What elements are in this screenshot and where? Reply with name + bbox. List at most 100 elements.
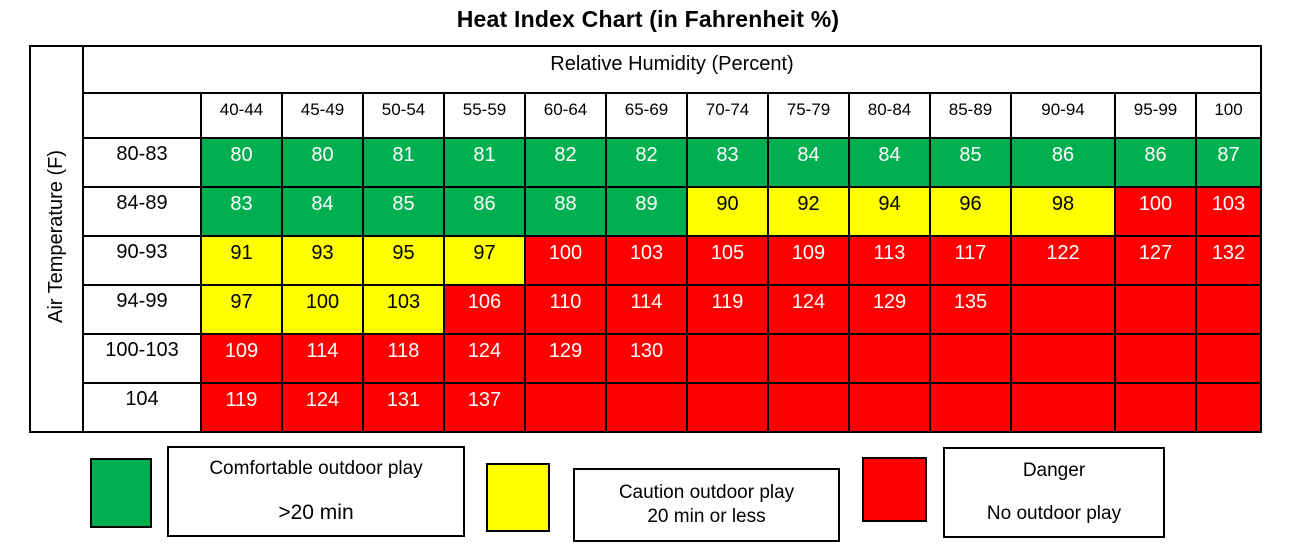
heat-index-cell: 83	[200, 186, 283, 237]
humidity-column-header: 90-94	[1010, 92, 1116, 139]
heat-index-cell: 91	[200, 235, 283, 286]
heat-index-cell	[605, 382, 688, 433]
heat-index-cell: 127	[1114, 235, 1197, 286]
legend-text: Danger	[1022, 459, 1086, 481]
chart-title: Heat Index Chart (in Fahrenheit %)	[456, 6, 840, 32]
legend-label-danger: Danger No outdoor play	[943, 447, 1165, 538]
heat-index-cell	[848, 382, 931, 433]
heat-index-cell: 84	[281, 186, 364, 237]
heat-index-cell: 90	[686, 186, 769, 237]
heat-index-cell: 86	[1114, 137, 1197, 188]
relative-humidity-header: Relative Humidity (Percent)	[82, 45, 1262, 94]
heat-index-cell: 80	[281, 137, 364, 188]
heat-index-cell: 100	[1114, 186, 1197, 237]
heat-index-cell	[1010, 333, 1116, 384]
heat-index-cell: 93	[281, 235, 364, 286]
heat-index-table-container: Air Temperature (F) Relative Humidity (P…	[29, 45, 1262, 433]
y-axis-label-cell: Air Temperature (F)	[29, 45, 84, 433]
legend-text: 20 min or less	[647, 506, 766, 527]
heat-index-cell: 119	[200, 382, 283, 433]
heat-index-cell	[1195, 333, 1262, 384]
legend-text: No outdoor play	[986, 503, 1122, 525]
heat-index-cell: 118	[362, 333, 445, 384]
heat-index-cell	[686, 333, 769, 384]
heat-index-cell: 81	[443, 137, 526, 188]
heat-index-cell: 109	[767, 235, 850, 286]
heat-index-cell: 122	[1010, 235, 1116, 286]
heat-index-cell: 97	[443, 235, 526, 286]
heat-index-cell	[767, 382, 850, 433]
heat-index-cell: 131	[362, 382, 445, 433]
legend-swatch-green	[90, 458, 152, 528]
humidity-column-header: 55-59	[443, 92, 526, 139]
heat-index-cell	[1114, 333, 1197, 384]
humidity-column-header: 50-54	[362, 92, 445, 139]
table-row: 80-83 80 80 81 81 82 82 83 84 84 85 86 86 87	[30, 137, 1262, 188]
heat-index-cell: 113	[848, 235, 931, 286]
heat-index-cell	[686, 382, 769, 433]
heat-index-cell: 97	[200, 284, 283, 335]
temperature-row-header: 84-89	[82, 186, 202, 237]
humidity-column-header: 85-89	[929, 92, 1012, 139]
humidity-column-header: 40-44	[200, 92, 283, 139]
heat-index-cell: 82	[524, 137, 607, 188]
heat-index-cell: 129	[524, 333, 607, 384]
temperature-row-header: 80-83	[82, 137, 202, 188]
heat-index-cell: 109	[200, 333, 283, 384]
air-temperature-axis-label: Air Temperature (F)	[45, 149, 67, 323]
table-row: 104 119 124 131 137	[30, 382, 1262, 433]
heat-index-cell	[848, 333, 931, 384]
heat-index-cell: 96	[929, 186, 1012, 237]
heat-index-cell: 105	[686, 235, 769, 286]
temperature-row-header: 100-103	[82, 333, 202, 384]
heat-index-cell: 117	[929, 235, 1012, 286]
legend-label-caution: Caution outdoor play 20 min or less	[573, 468, 840, 542]
heat-index-table: Air Temperature (F) Relative Humidity (P…	[29, 45, 1262, 433]
heat-index-cell: 132	[1195, 235, 1262, 286]
heat-index-cell	[1010, 284, 1116, 335]
heat-index-cell: 80	[200, 137, 283, 188]
heat-index-cell: 110	[524, 284, 607, 335]
humidity-column-header: 65-69	[605, 92, 688, 139]
heat-index-cell: 86	[443, 186, 526, 237]
heat-index-cell: 85	[362, 186, 445, 237]
table-row: 84-89 83 84 85 86 88 89 90 92 94 96 98 100 103	[30, 186, 1262, 237]
legend-text: Comfortable outdoor play	[209, 458, 423, 480]
corner-cell	[82, 92, 202, 139]
heat-index-cell: 81	[362, 137, 445, 188]
humidity-column-header: 70-74	[686, 92, 769, 139]
heat-index-cell	[1010, 382, 1116, 433]
heat-index-cell: 103	[362, 284, 445, 335]
heat-index-cell	[524, 382, 607, 433]
legend-swatch-yellow	[486, 463, 550, 532]
table-row: 100-103 109 114 118 124 129 130	[30, 333, 1262, 384]
heat-index-cell: 92	[767, 186, 850, 237]
legend-text: Caution outdoor play	[618, 482, 795, 504]
heat-index-cell: 103	[1195, 186, 1262, 237]
heat-index-cell: 135	[929, 284, 1012, 335]
heat-index-cell	[929, 382, 1012, 433]
humidity-column-header: 95-99	[1114, 92, 1197, 139]
heat-index-cell: 84	[848, 137, 931, 188]
heat-index-cell: 100	[524, 235, 607, 286]
humidity-column-header: 80-84	[848, 92, 931, 139]
heat-index-cell: 94	[848, 186, 931, 237]
column-header-row: 40-44 45-49 50-54 55-59 60-64 65-69 70-74 75-79…	[30, 92, 1262, 139]
humidity-column-header: 75-79	[767, 92, 850, 139]
heat-index-cell: 124	[281, 382, 364, 433]
heat-index-cell	[1195, 284, 1262, 335]
heat-index-cell	[767, 333, 850, 384]
heat-index-cell: 83	[686, 137, 769, 188]
humidity-column-header: 45-49	[281, 92, 364, 139]
temperature-row-header: 94-99	[82, 284, 202, 335]
heat-index-cell	[1114, 382, 1197, 433]
heat-index-cell	[929, 333, 1012, 384]
humidity-column-header: 100	[1195, 92, 1262, 139]
heat-index-cell: 119	[686, 284, 769, 335]
heat-index-cell: 100	[281, 284, 364, 335]
heat-index-cell: 86	[1010, 137, 1116, 188]
heat-index-cell: 137	[443, 382, 526, 433]
heat-index-cell: 98	[1010, 186, 1116, 237]
temperature-row-header: 104	[82, 382, 202, 433]
heat-index-cell: 88	[524, 186, 607, 237]
